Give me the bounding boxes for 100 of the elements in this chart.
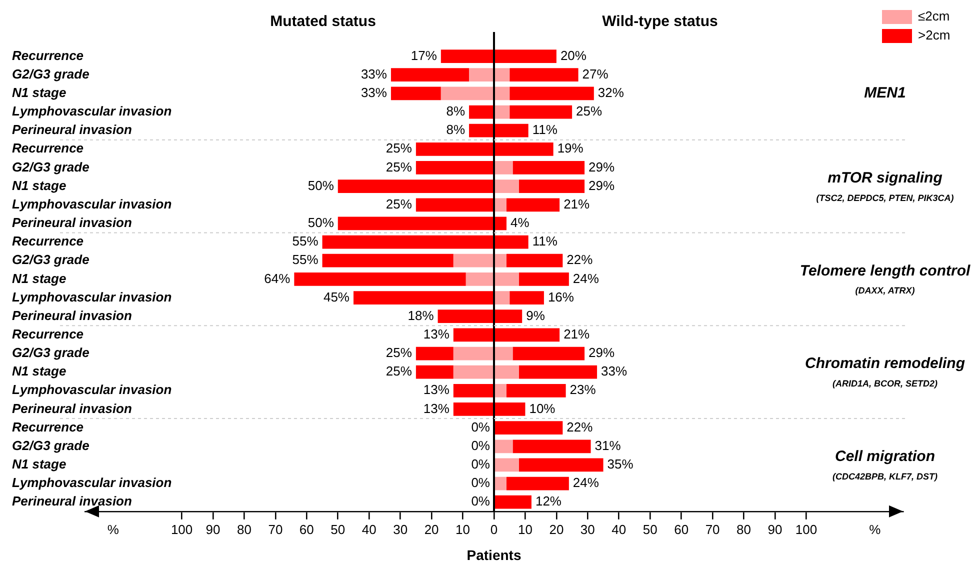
total-label: 0% (471, 438, 490, 453)
y-tick-label: Perineural invasion (12, 400, 132, 416)
total-label: 21% (564, 196, 590, 212)
bar (512, 346, 585, 360)
bar (494, 458, 519, 472)
bar (494, 421, 563, 434)
y-tick-label: G2/G3 grade (12, 159, 90, 174)
y-tick-label: N1 stage (12, 178, 66, 193)
y-tick-label: N1 stage (12, 456, 66, 472)
total-label: 25% (386, 140, 412, 156)
x-tick-label: 10 (518, 522, 532, 537)
total-label: 0% (471, 475, 490, 490)
total-label: 25% (386, 364, 412, 379)
bar (390, 68, 470, 82)
total-label: 17% (410, 48, 438, 63)
chart-title: Mutated status (270, 13, 376, 30)
total-label: 12% (535, 494, 562, 509)
annotation: mTOR signaling (TSC2, DEPDC5, PTEN, PIK3CA) (816, 169, 954, 203)
x-tick-label: % (869, 522, 882, 537)
x-tick-label: 80 (236, 522, 252, 537)
bar (494, 161, 513, 174)
x-tick-label: 100 (170, 522, 193, 537)
y-tick-label: Recurrence (12, 419, 84, 434)
x-tick-label: 40 (612, 522, 626, 537)
x-tick-label: 30 (580, 522, 595, 537)
bar (494, 495, 532, 509)
total-label: 0% (471, 419, 490, 434)
total-label: 13% (423, 326, 450, 342)
total-label: 25% (386, 345, 412, 360)
total-label: 31% (594, 438, 622, 453)
total-label: 33% (601, 364, 628, 379)
bar (510, 105, 572, 119)
total-label: 35% (607, 456, 634, 472)
total-label: 64% (264, 270, 291, 286)
x-tick-label: 50 (642, 522, 658, 537)
total-label: 22% (566, 252, 594, 268)
y-tick-label: Perineural invasion (12, 215, 132, 230)
total-label: 8% (446, 122, 466, 138)
bar (494, 440, 513, 454)
total-label: 33% (360, 66, 388, 82)
x-tick-label: 50 (330, 522, 346, 537)
total-label: 24% (572, 475, 600, 490)
bar (512, 440, 591, 454)
total-label: 21% (564, 326, 590, 342)
x-tick-label: 70 (268, 522, 283, 537)
y-tick-label: Recurrence (12, 48, 84, 63)
annotation: Telomere length control (DAXX, ATRX) (800, 262, 971, 296)
y-tick-label: Lymphovascular invasion (12, 382, 172, 398)
x-tick-label: 30 (393, 522, 408, 537)
total-label: 9% (526, 308, 546, 323)
x-tick-label: 70 (705, 522, 720, 537)
total-label: 16% (548, 289, 574, 304)
y-tick-label: Perineural invasion (12, 122, 132, 138)
total-label: 32% (598, 85, 624, 100)
y-tick-label: Perineural invasion (12, 308, 132, 323)
total-label: 13% (423, 400, 450, 416)
bar (494, 476, 506, 490)
total-label: 23% (570, 382, 596, 398)
y-tick-label: Recurrence (12, 326, 84, 342)
y-tick-label: Lymphovascular invasion (12, 289, 172, 304)
x-tick-label: 60 (299, 522, 314, 537)
bar (510, 291, 544, 304)
x-tick-label: 40 (362, 522, 376, 537)
bar (518, 180, 585, 194)
total-label: 27% (582, 66, 609, 82)
total-label: 25% (386, 196, 412, 212)
x-tick-label: 100 (795, 522, 818, 537)
total-label: 24% (572, 270, 600, 286)
bar (390, 86, 441, 100)
y-tick-label: N1 stage (12, 364, 66, 379)
total-label: 11% (532, 122, 558, 138)
annotation: Chromatin remodeling (ARID1A, BCOR, SETD2) (804, 355, 966, 389)
total-label: 29% (588, 159, 615, 174)
total-label: 0% (471, 494, 490, 509)
total-label: 29% (588, 345, 615, 360)
bar (512, 161, 585, 174)
y-tick-label: G2/G3 grade (12, 252, 90, 268)
bar (294, 272, 466, 286)
annotation: Cell migration (CDC42BPB, KLF7, DST) (832, 448, 938, 482)
bar (518, 272, 569, 286)
total-label: 29% (588, 178, 615, 193)
y-tick-label: Lymphovascular invasion (12, 196, 172, 212)
bar (416, 346, 454, 360)
y-tick-label: G2/G3 grade (12, 66, 90, 82)
bar (494, 105, 510, 119)
y-tick-label: Lymphovascular invasion (12, 475, 172, 490)
x-tick-label: 10 (456, 522, 470, 537)
bar (506, 476, 569, 490)
total-label: 55% (292, 252, 319, 268)
total-label: 10% (529, 400, 556, 416)
annotation: MEN1 (864, 84, 906, 102)
bar (518, 458, 604, 472)
legend-label: ≤2cm (918, 8, 950, 24)
total-label: 25% (576, 104, 603, 119)
total-label: 13% (423, 382, 450, 398)
bar (506, 254, 563, 268)
y-tick-label: N1 stage (12, 270, 66, 286)
total-label: 33% (360, 85, 388, 100)
total-label: 50% (308, 178, 334, 193)
bar (322, 254, 454, 268)
